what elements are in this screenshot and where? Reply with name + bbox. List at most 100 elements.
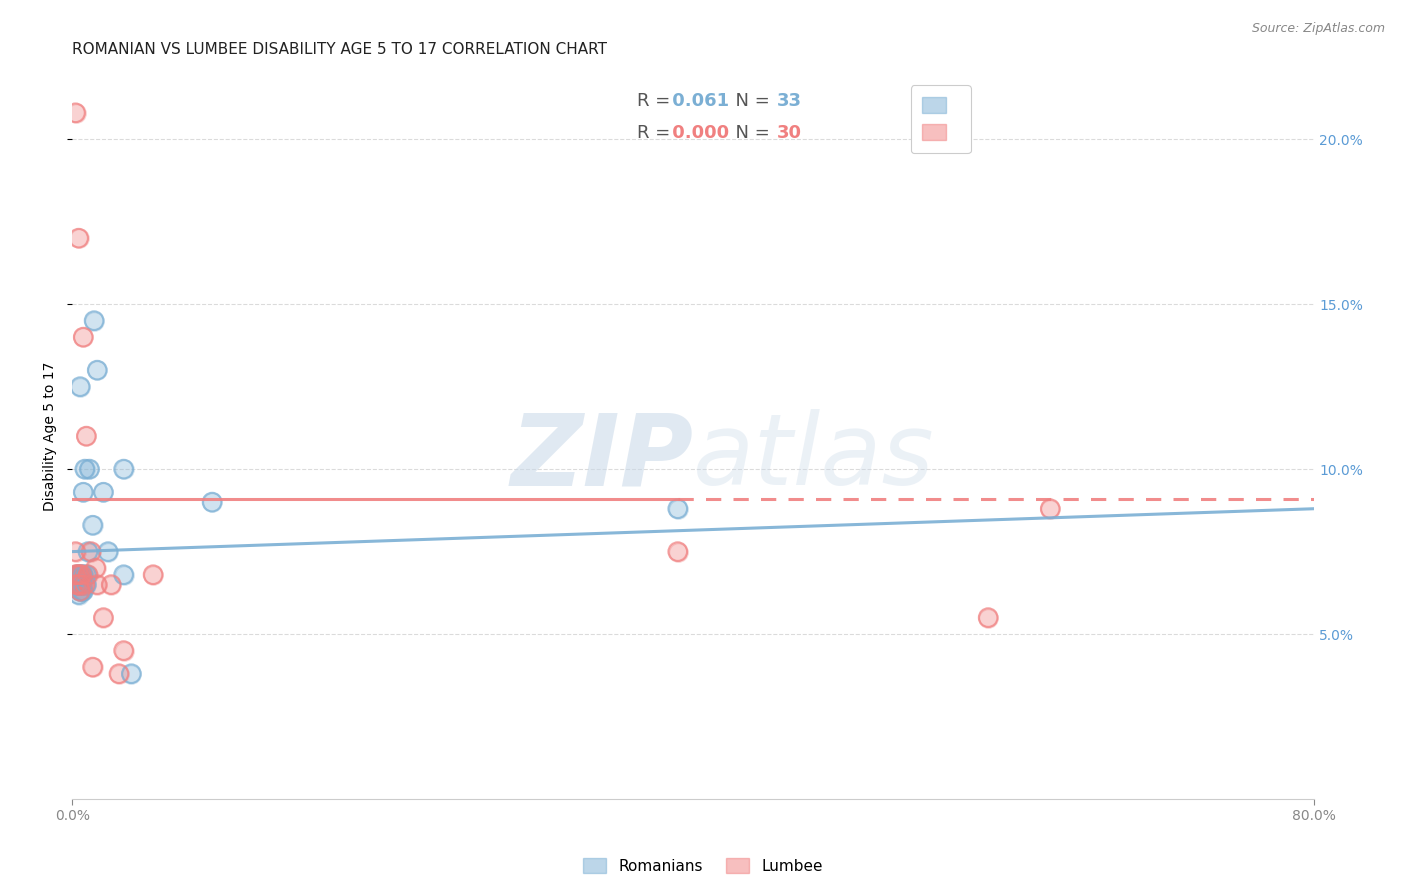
Point	[77, 567, 100, 582]
Point	[72, 584, 94, 599]
Text: ROMANIAN VS LUMBEE DISABILITY AGE 5 TO 17 CORRELATION CHART: ROMANIAN VS LUMBEE DISABILITY AGE 5 TO 1…	[72, 42, 607, 57]
Point	[93, 610, 115, 624]
Point	[73, 577, 96, 591]
Point	[67, 577, 90, 591]
Point	[66, 577, 89, 591]
Point	[201, 495, 224, 509]
Point	[65, 105, 87, 120]
Point	[69, 379, 91, 393]
Point	[69, 584, 91, 599]
Point	[66, 577, 89, 591]
Point	[666, 544, 689, 558]
Text: Source: ZipAtlas.com: Source: ZipAtlas.com	[1251, 22, 1385, 36]
Point	[70, 577, 93, 591]
Point	[100, 577, 122, 591]
Point	[79, 462, 101, 476]
Point	[72, 330, 94, 344]
Point	[65, 105, 87, 120]
Point	[112, 462, 135, 476]
Point	[201, 495, 224, 509]
Point	[80, 544, 103, 558]
Point	[112, 643, 135, 657]
Point	[69, 577, 91, 591]
Text: atlas: atlas	[693, 409, 935, 507]
Point	[79, 462, 101, 476]
Point	[65, 544, 87, 558]
Point	[65, 577, 87, 591]
Point	[67, 577, 90, 591]
Point	[69, 577, 91, 591]
Point	[66, 577, 89, 591]
Point	[66, 577, 89, 591]
Point	[69, 567, 91, 582]
Point	[97, 544, 120, 558]
Point	[69, 567, 91, 582]
Point	[67, 587, 90, 601]
Legend: Romanians, Lumbee: Romanians, Lumbee	[578, 852, 828, 880]
Point	[666, 501, 689, 516]
Point	[142, 567, 165, 582]
Point	[65, 567, 87, 582]
Point	[86, 577, 108, 591]
Point	[70, 584, 93, 599]
Point	[72, 584, 94, 599]
Point	[66, 567, 89, 582]
Y-axis label: Disability Age 5 to 17: Disability Age 5 to 17	[44, 361, 58, 511]
Point	[82, 518, 104, 533]
Text: 0.000: 0.000	[666, 124, 730, 142]
Point	[67, 567, 90, 582]
Text: 33: 33	[776, 92, 801, 110]
Point	[93, 485, 115, 500]
Point	[86, 363, 108, 377]
Point	[67, 567, 90, 582]
Point	[69, 584, 91, 599]
Point	[77, 544, 100, 558]
Point	[84, 561, 107, 575]
Point	[65, 577, 87, 591]
Point	[73, 462, 96, 476]
Point	[75, 429, 97, 443]
Point	[72, 485, 94, 500]
Point	[67, 577, 90, 591]
Point	[70, 577, 93, 591]
Point	[70, 577, 93, 591]
Point	[65, 577, 87, 591]
Text: R =: R =	[637, 124, 676, 142]
Point	[112, 462, 135, 476]
Legend: , : ,	[911, 85, 970, 153]
Point	[666, 501, 689, 516]
Point	[75, 577, 97, 591]
Point	[83, 313, 105, 327]
Point	[977, 610, 1000, 624]
Point	[73, 577, 96, 591]
Point	[93, 610, 115, 624]
Point	[80, 544, 103, 558]
Point	[70, 567, 93, 582]
Point	[82, 518, 104, 533]
Point	[69, 584, 91, 599]
Text: 30: 30	[776, 124, 801, 142]
Point	[65, 577, 87, 591]
Point	[77, 567, 100, 582]
Point	[70, 577, 93, 591]
Point	[66, 567, 89, 582]
Point	[86, 577, 108, 591]
Text: N =: N =	[724, 92, 776, 110]
Point	[73, 462, 96, 476]
Text: R =: R =	[637, 92, 676, 110]
Point	[72, 330, 94, 344]
Point	[69, 577, 91, 591]
Point	[67, 231, 90, 245]
Point	[93, 485, 115, 500]
Point	[72, 485, 94, 500]
Point	[70, 577, 93, 591]
Point	[75, 429, 97, 443]
Point	[75, 567, 97, 582]
Point	[108, 666, 131, 681]
Point	[86, 363, 108, 377]
Point	[77, 544, 100, 558]
Point	[69, 584, 91, 599]
Point	[69, 577, 91, 591]
Point	[65, 567, 87, 582]
Point	[112, 643, 135, 657]
